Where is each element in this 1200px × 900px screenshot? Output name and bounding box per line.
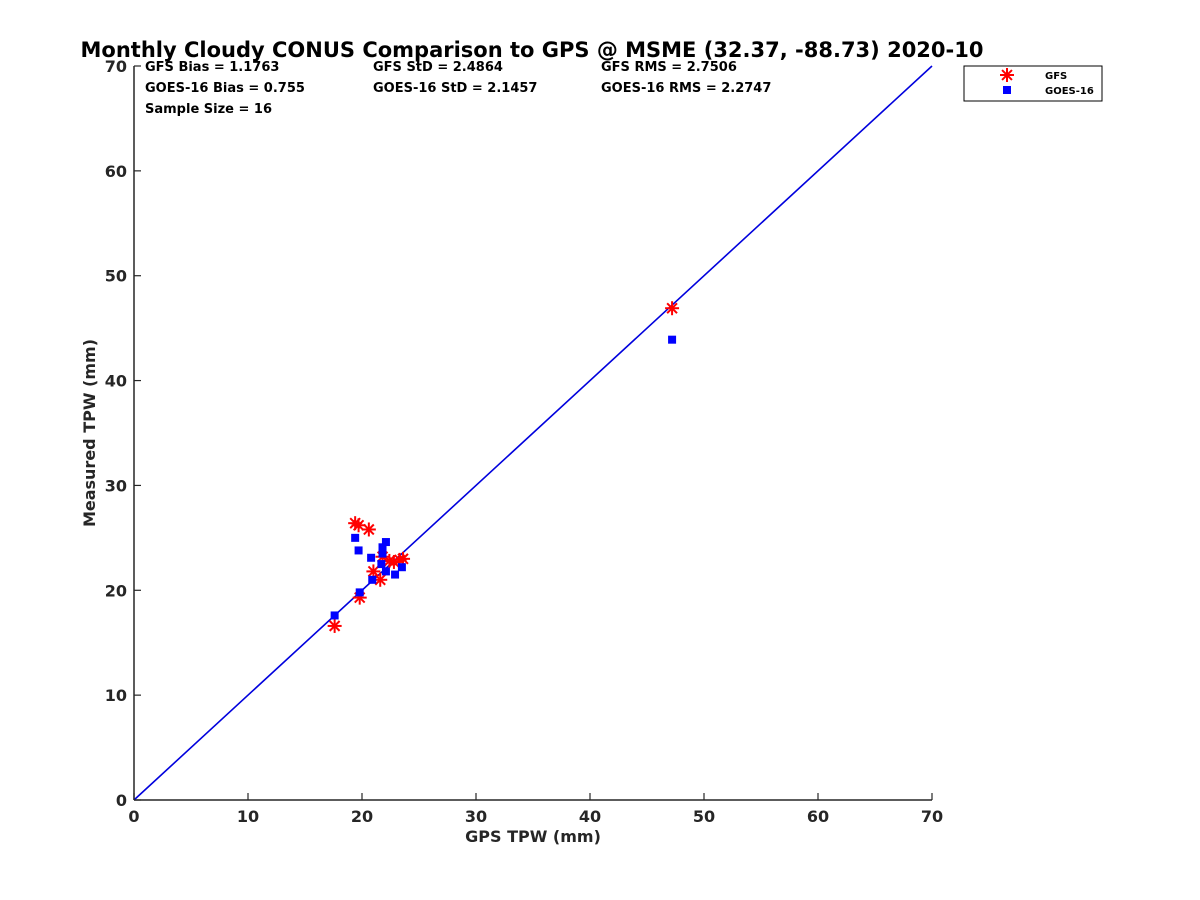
axis-ticks: 0 10 20 30 40 50 60 70 0 10 20 30 40 50 60 70 [105, 57, 943, 826]
goes16-point [368, 575, 377, 584]
goes16-point [381, 538, 390, 547]
goes16-point [354, 546, 363, 555]
y-axis-label: Measured TPW (mm) [80, 339, 99, 527]
y-tick-label: 70 [105, 57, 127, 76]
gfs-point [361, 522, 376, 537]
chart-title: Monthly Cloudy CONUS Comparison to GPS @… [81, 38, 984, 62]
x-tick-label: 40 [579, 807, 601, 826]
data-points [327, 301, 680, 633]
goes16-std-text: GOES-16 StD = 2.1457 [373, 81, 537, 96]
x-tick-label: 30 [465, 807, 487, 826]
goes16-point [377, 560, 386, 569]
stats-block: GFS Bias = 1.1763 GFS StD = 2.4864 GFS R… [145, 60, 771, 117]
sample-size-text: Sample Size = 16 [145, 102, 272, 117]
goes16-point [351, 533, 360, 542]
plot-area: 0 10 20 30 40 50 60 70 0 10 20 30 40 50 60 70 [105, 57, 943, 826]
y-tick-label: 20 [105, 581, 127, 600]
legend-box [963, 65, 1103, 102]
x-tick-label: 0 [128, 807, 139, 826]
goes16-point [391, 570, 400, 579]
goes16-point [668, 335, 677, 344]
legend: GFS GOES-16 [963, 65, 1103, 102]
y-tick-label: 50 [105, 267, 127, 286]
goes16-rms-text: GOES-16 RMS = 2.2747 [601, 81, 771, 96]
legend-asterisk-glyph [1000, 68, 1014, 82]
y-tick-label: 0 [116, 791, 127, 810]
goes16-point [381, 567, 390, 576]
x-axis-label: GPS TPW (mm) [465, 827, 601, 846]
one-to-one-reference-line [133, 65, 933, 801]
y-tick-label: 40 [105, 372, 127, 391]
gfs-point [327, 618, 342, 633]
x-tick-label: 10 [237, 807, 259, 826]
legend-goes16-square-icon [1003, 86, 1011, 94]
x-tick-label: 20 [351, 807, 373, 826]
gfs-bias-text: GFS Bias = 1.1763 [145, 60, 279, 75]
x-tick-label: 60 [807, 807, 829, 826]
x-tick-label: 70 [921, 807, 943, 826]
y-tick-label: 30 [105, 476, 127, 495]
goes16-bias-text: GOES-16 Bias = 0.755 [145, 81, 305, 96]
goes16-point [330, 611, 339, 620]
y-tick-label: 60 [105, 162, 127, 181]
goes16-point [397, 563, 406, 572]
legend-gfs-label: GFS [1045, 71, 1067, 82]
gfs-rms-text: GFS RMS = 2.7506 [601, 60, 737, 75]
legend-goes16-label: GOES-16 [1045, 86, 1094, 97]
goes16-point [378, 543, 387, 552]
gfs-std-text: GFS StD = 2.4864 [373, 60, 503, 75]
gfs-point [665, 301, 680, 316]
x-tick-label: 50 [693, 807, 715, 826]
goes16-point [367, 553, 376, 562]
legend-gfs-asterisk-icon [1000, 68, 1014, 82]
goes16-point [355, 588, 364, 597]
goes16-point [378, 549, 387, 558]
y-tick-label: 10 [105, 686, 127, 705]
one-to-one-line [133, 65, 933, 801]
